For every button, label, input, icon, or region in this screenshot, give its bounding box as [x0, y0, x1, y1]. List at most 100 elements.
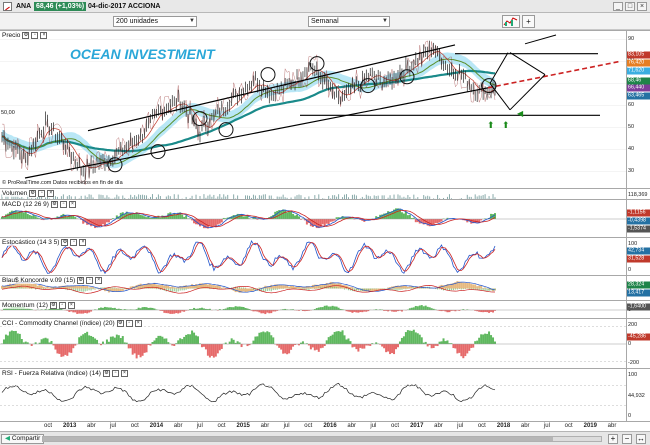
window-icon[interactable]: ▫ [59, 201, 67, 208]
wrench-icon[interactable]: ⚙ [77, 277, 85, 284]
close-icon[interactable]: × [134, 320, 142, 327]
maximize-button[interactable]: □ [625, 2, 635, 11]
window-icon[interactable]: ▫ [86, 277, 94, 284]
close-icon[interactable]: × [120, 370, 128, 377]
share-button[interactable]: ◀ Compartir [1, 434, 45, 444]
wrench-icon[interactable]: ⚙ [102, 370, 110, 377]
symbol-label: ANA [16, 3, 32, 10]
close-icon[interactable]: × [95, 277, 103, 284]
indicator-label: Estocástico (14 3 5) [2, 239, 60, 246]
period-value: Semanal [311, 18, 339, 25]
indicator-value-tag: -1,5374 [627, 225, 650, 233]
indicators-icon [503, 17, 518, 26]
x-axis-month-label: oct [304, 423, 313, 429]
horizontal-scrollbar[interactable] [42, 436, 602, 442]
x-axis-month-label: oct [477, 423, 486, 429]
indicator-y-axis[interactable]: 118,369 [626, 189, 650, 199]
zoom-in-button[interactable]: + [608, 434, 618, 444]
indicator-pane[interactable]: Momentum (12)⚙▫× 0-1,6400 [0, 300, 650, 318]
price-tag: 76,420 [627, 59, 650, 66]
time-axis[interactable]: oct 2013 abr jul oct 2014 abr jul oct 2015 abr jul o… [0, 421, 650, 431]
indicator-y-axis[interactable]: 100 44,932 0 [626, 369, 650, 421]
indicators-button[interactable] [502, 15, 520, 28]
indicator-title: Volumen ⚙ ▫ × [2, 190, 55, 197]
indicator-label: RSI - Fuerza Relativa (índice) (14) [2, 370, 101, 377]
touch-circle [360, 78, 376, 94]
indicator-pane[interactable]: Volumen ⚙ ▫ × 118,369 [0, 188, 650, 200]
lower-channel-line [24, 87, 489, 179]
watermark-text: OCEAN INVESTMENT [70, 46, 215, 62]
indicator-y-axis[interactable]: 200 0 -200 -45,286 [626, 319, 650, 368]
macd-signal-line [1, 210, 496, 228]
price-pane[interactable]: Precio ⚙ ▫ × OCEAN INVESTMENT 50,00 ⬆ ⬆ ◀ … [0, 30, 650, 188]
y-tick-label: -200 [628, 360, 640, 366]
period-select[interactable]: Semanal ▼ [308, 16, 390, 27]
x-axis-month-label: oct [43, 423, 53, 429]
indicator-pane[interactable]: CCI - Commodity Channel (índice) (20) ⚙ ▫ ×… [0, 318, 650, 368]
share-icon: ◀ [5, 435, 10, 442]
price-tag: 66,440 [627, 84, 650, 92]
indicator-title: Estocástico (14 3 5) ⚙ ▫ × [2, 239, 87, 246]
indicator-pane[interactable]: RSI - Fuerza Relativa (índice) (14) ⚙ ▫ × 10… [0, 368, 650, 421]
x-axis-month-label: jul [543, 423, 550, 429]
indicator-label: Momentum (12) [2, 302, 48, 309]
y-tick-label: 60 [628, 102, 635, 109]
window-icon[interactable]: ▫ [58, 302, 66, 309]
close-icon[interactable]: × [47, 190, 55, 197]
y-tick-label: 118,369 [628, 191, 648, 198]
wrench-icon[interactable]: ⚙ [29, 190, 37, 197]
indicator-y-axis[interactable]: 100 0 42,734 31,528 [626, 238, 650, 275]
touch-circle [481, 78, 497, 94]
moving-average-mid-line [1, 58, 496, 165]
indicator-pane[interactable]: MACD (12 26 9) ⚙ ▫ × -1,1156 -0,4398 -1,5374 [0, 199, 650, 237]
add-indicator-button[interactable]: + [522, 15, 535, 28]
price-tag: 71,620 [627, 67, 650, 75]
window-icon[interactable]: ▫ [125, 320, 133, 327]
x-axis-month-label: abr [260, 423, 270, 429]
scrollbar-thumb[interactable] [43, 437, 553, 441]
indicator-y-axis[interactable]: 0-1,6400 [626, 301, 650, 318]
left-level-label: 50,00 [1, 110, 15, 116]
wrench-icon[interactable]: ⚙ [61, 239, 69, 246]
y-tick-label: 0 [628, 286, 631, 292]
indicator-y-axis[interactable]: -1,1156 -0,4398 -1,5374 [626, 200, 650, 237]
close-button[interactable]: × [637, 2, 647, 11]
touch-circle [150, 144, 166, 160]
window-icon[interactable]: ▫ [38, 190, 46, 197]
x-axis-month-label: oct [391, 423, 400, 429]
window-icon[interactable]: ▫ [111, 370, 119, 377]
indicator-value-tag: -1,1156 [627, 209, 650, 217]
price-y-axis[interactable]: 9080706050403083,10576,42071,62068,4666,… [626, 31, 650, 188]
minimize-button[interactable]: _ [613, 2, 623, 11]
zoom-out-button[interactable]: − [622, 434, 632, 444]
indicator-pane[interactable]: Estocástico (14 3 5) ⚙ ▫ × 100 0 42,734 31,528 [0, 237, 650, 275]
fit-button[interactable]: ↔ [636, 434, 646, 444]
close-icon[interactable]: × [40, 32, 48, 39]
projection-line [487, 60, 621, 89]
indicator-plot [1, 281, 496, 294]
wrench-icon[interactable]: ⚙ [49, 302, 57, 309]
wrench-icon[interactable]: ⚙ [50, 201, 58, 208]
y-tick-label: 50 [628, 124, 635, 131]
close-icon[interactable]: × [67, 302, 75, 309]
indicator-title: Blau$ Koncorde v.09 (15) ⚙ ▫ × [2, 277, 103, 284]
wrench-icon[interactable]: ⚙ [22, 32, 30, 39]
indicator-label: CCI - Commodity Channel (índice) (20) [2, 320, 115, 327]
units-select[interactable]: 200 unidades ▼ [113, 16, 197, 27]
close-icon[interactable]: × [68, 201, 76, 208]
x-axis-year-label: 2013 [63, 423, 77, 429]
indicator-label: Blau$ Koncorde v.09 (15) [2, 277, 76, 284]
window-icon[interactable]: ▫ [31, 32, 39, 39]
macd-line [1, 208, 496, 229]
indicator-value-tag: 28,324 [627, 281, 650, 289]
wrench-icon[interactable]: ⚙ [116, 320, 124, 327]
indicator-plot [0, 382, 626, 406]
x-axis-year-label: 2018 [496, 423, 511, 429]
window-icon[interactable]: ▫ [70, 239, 78, 246]
close-icon[interactable]: × [79, 239, 87, 246]
projection-arrow [489, 83, 511, 111]
x-axis-month-label: oct [217, 423, 226, 429]
x-axis-month-label: jul [457, 423, 464, 429]
